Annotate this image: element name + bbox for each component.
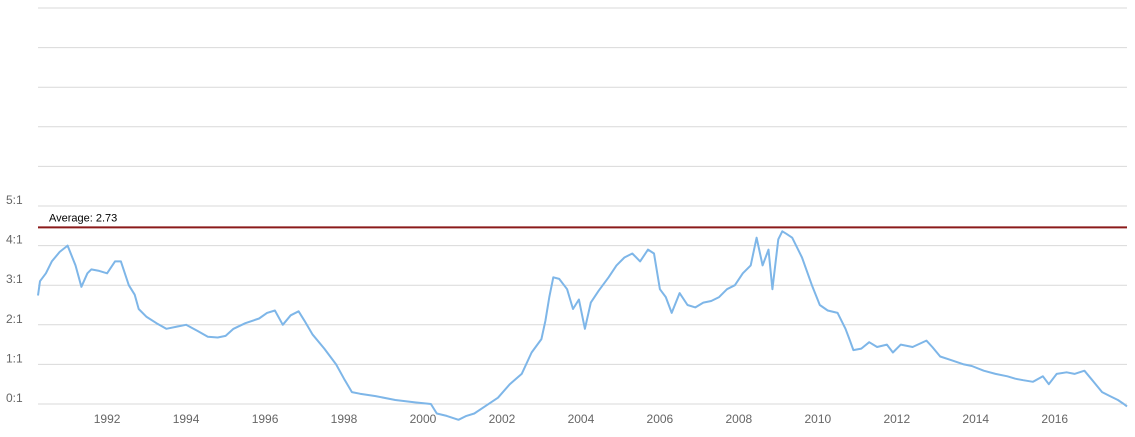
y-axis-labels: 0:1 1:1 2:1 3:1 4:1 5:1 (6, 193, 23, 405)
y-tick-label: 3:1 (6, 272, 23, 286)
series-line (37, 230, 1128, 421)
x-tick-label: 2016 (1041, 412, 1068, 426)
x-tick-label: 1998 (331, 412, 358, 426)
average-layer: Average: 2.73 (38, 212, 1127, 229)
x-tick-label: 2014 (962, 412, 989, 426)
x-tick-label: 2006 (647, 412, 674, 426)
x-tick-label: 2004 (568, 412, 595, 426)
x-tick-label: 1992 (94, 412, 121, 426)
y-tick-label: 5:1 (6, 193, 23, 207)
grid-layer (38, 7, 1127, 405)
y-tick-label: 4:1 (6, 233, 23, 247)
x-tick-label: 2008 (726, 412, 753, 426)
x-tick-label: 2010 (804, 412, 831, 426)
x-tick-label: 1994 (173, 412, 200, 426)
y-tick-label: 2:1 (6, 312, 23, 326)
x-tick-label: 2012 (883, 412, 910, 426)
x-axis-labels: 1992 1994 1996 1998 2000 2002 2004 2006 2008 2010… (94, 412, 1069, 426)
series-layer (37, 230, 1128, 421)
y-tick-label: 1:1 (6, 351, 23, 365)
x-tick-label: 2000 (410, 412, 437, 426)
x-tick-label: 1996 (252, 412, 279, 426)
average-label: Average: 2.73 (49, 212, 117, 224)
x-tick-label: 2002 (489, 412, 516, 426)
y-tick-label: 0:1 (6, 391, 23, 405)
